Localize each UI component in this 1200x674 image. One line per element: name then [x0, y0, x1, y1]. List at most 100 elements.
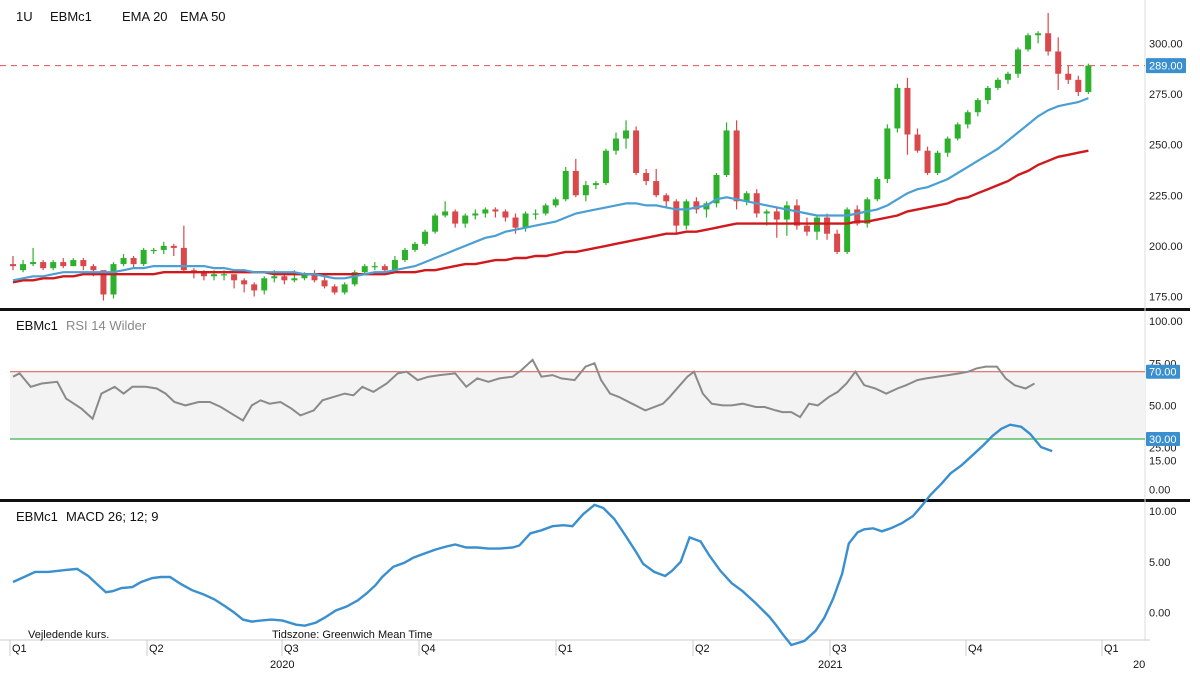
footer-note: Vejledende kurs. [28, 629, 109, 641]
candle-down [130, 256, 137, 269]
rsi-indicator-label[interactable]: RSI 14 Wilder [66, 318, 147, 333]
candle-body [100, 270, 107, 295]
candle-down [693, 197, 700, 214]
candle-up [954, 122, 961, 141]
candle-body [854, 209, 861, 224]
candle-down [572, 158, 579, 198]
candle-body [261, 278, 268, 291]
candle-body [623, 130, 630, 139]
candle-down [1065, 65, 1072, 84]
ema50-line [12, 149, 1089, 284]
candle-up [482, 207, 489, 218]
candle-down [1075, 75, 1082, 97]
candle-body [1085, 65, 1092, 92]
candle-body [110, 264, 117, 295]
candle-body [281, 276, 288, 281]
candle-up [50, 260, 57, 271]
candle-body [562, 170, 569, 200]
macd-panel[interactable]: 15.00 10.00 5.00 0.00 EBMc1 MACD 26; 12; 9 [12, 423, 1177, 647]
quarter-label: Q3 [284, 643, 299, 655]
quarter-label: Q2 [149, 643, 164, 655]
candle-up [814, 215, 820, 240]
candle-up [592, 181, 599, 190]
candle-up [623, 120, 630, 149]
interval-label[interactable]: 1U [16, 9, 33, 24]
candle-body [150, 249, 157, 252]
candle-body [723, 130, 730, 175]
candle-body [321, 280, 328, 287]
year-label: 2021 [818, 659, 842, 671]
ema50-legend[interactable]: EMA 50 [180, 9, 226, 24]
separator-rsi-macd[interactable] [0, 499, 1190, 502]
candle-body [844, 209, 851, 252]
rsi-tick-label: 50.00 [1149, 400, 1177, 412]
candle-up [984, 85, 991, 105]
price-panel[interactable]: 300.00 275.00 250.00 225.00 200.00 175.00 289… [0, 9, 1186, 304]
ema20-legend[interactable]: EMA 20 [122, 9, 168, 24]
rsi-symbol-label[interactable]: EBMc1 [16, 318, 58, 333]
last-price-badge: 289.00 [1146, 58, 1186, 74]
candle-body [834, 233, 841, 252]
candle-up [472, 209, 479, 220]
macd-y-axis: 15.00 10.00 5.00 0.00 [1149, 455, 1177, 619]
candle-body [241, 280, 248, 285]
candle-body [140, 249, 147, 265]
candle-body [633, 130, 640, 173]
candle-down [241, 278, 248, 293]
candle-body [743, 193, 750, 202]
price-tick-label: 250.00 [1149, 140, 1183, 152]
candle-up [70, 258, 77, 267]
candle-body [542, 205, 549, 214]
candle-body [592, 183, 599, 186]
svg-text:70.00: 70.00 [1149, 367, 1177, 379]
candle-down [824, 213, 831, 240]
price-tick-label: 300.00 [1149, 38, 1183, 50]
candle-body [1055, 51, 1062, 74]
candle-body [401, 249, 408, 261]
rsi-tick-label: 100.00 [1149, 316, 1183, 328]
macd-tick-label: 5.00 [1149, 557, 1170, 569]
time-axis[interactable]: Q1 Q2 Q3 Q4 Q1 Q2 Q3 Q4 Q1 2020 2021 20 [9, 640, 1145, 671]
candle-down [663, 193, 670, 208]
candle-down [673, 199, 680, 234]
candle-down [10, 256, 16, 271]
candle-down [803, 217, 810, 236]
candle-body [884, 128, 891, 180]
candle-body [673, 201, 680, 226]
candle-up [723, 122, 730, 178]
candle-body [351, 272, 358, 285]
symbol-label[interactable]: EBMc1 [50, 9, 92, 24]
price-y-axis: 300.00 275.00 250.00 225.00 200.00 175.00 [1149, 38, 1183, 303]
candle-up [20, 260, 27, 273]
candle-body [522, 213, 529, 228]
candle-down [180, 225, 187, 273]
separator-price-rsi[interactable] [0, 308, 1190, 311]
quarter-label: Q3 [832, 643, 847, 655]
candle-up [462, 213, 469, 228]
candle-down [231, 274, 238, 289]
candle-body [221, 274, 228, 276]
candle-up [1004, 71, 1011, 84]
quarter-label: Q4 [968, 643, 983, 655]
candle-up [894, 83, 901, 133]
macd-symbol-label[interactable]: EBMc1 [16, 509, 58, 524]
candle-body [170, 245, 177, 248]
candle-body [683, 201, 690, 226]
candle-up [994, 77, 1001, 90]
candle-body [663, 195, 670, 202]
candle-body [1015, 49, 1021, 74]
candle-down [502, 209, 509, 222]
candle-body [251, 284, 258, 291]
price-tick-label: 225.00 [1149, 190, 1183, 202]
macd-indicator-label[interactable]: MACD 26; 12; 9 [66, 509, 159, 524]
candle-body [160, 245, 167, 250]
candle-body [994, 79, 1001, 88]
candle-up [552, 197, 559, 208]
macd-tick-label: 15.00 [1149, 455, 1177, 467]
macd-line [12, 423, 1053, 647]
candle-body [472, 213, 479, 216]
candle-body [291, 278, 298, 281]
rsi-upper-badge: 70.00 [1146, 364, 1180, 379]
